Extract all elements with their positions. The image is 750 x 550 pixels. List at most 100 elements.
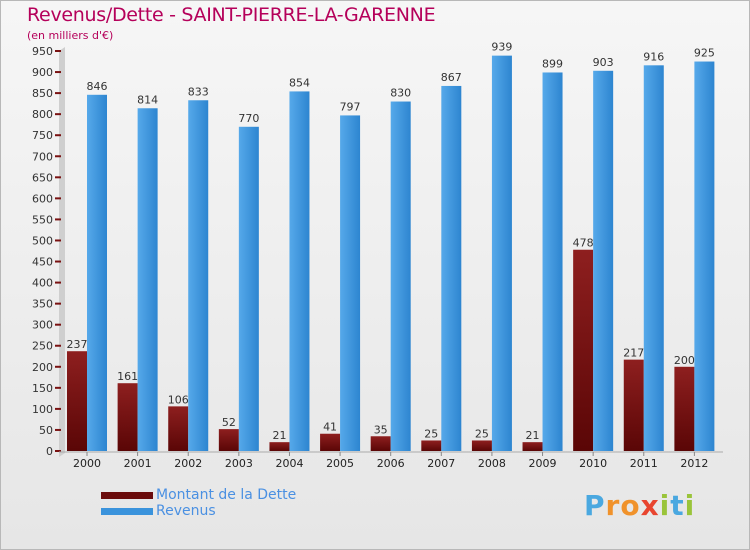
bar-revenue-2012	[694, 61, 715, 452]
bar-debt-2000	[67, 351, 87, 451]
value-label-debt: 161	[117, 370, 138, 383]
value-label-revenue: 846	[87, 80, 108, 93]
x-tick-label: 2002	[174, 457, 202, 470]
x-tick-label: 2004	[275, 457, 303, 470]
chart-subtitle: (en milliers d'€)	[27, 29, 114, 42]
legend: Montant de la Dette Revenus	[101, 487, 296, 519]
bar-revenue-2005	[340, 115, 361, 451]
value-label-revenue: 925	[694, 47, 715, 60]
legend-label-debt: Montant de la Dette	[156, 487, 297, 503]
logo-letter: i	[659, 489, 671, 522]
y-tick-label: 500	[32, 234, 53, 247]
logo-letter: x	[640, 489, 660, 522]
bar-debt-2003	[218, 429, 239, 451]
bar-debt-2001	[117, 383, 138, 451]
y-tick-label: 750	[32, 129, 53, 142]
value-label-revenue: 867	[441, 71, 462, 84]
logo-letter: i	[684, 489, 696, 522]
bar-debt-2009	[522, 442, 543, 451]
bar-revenue-2003	[238, 126, 259, 451]
y-axis-wall	[59, 47, 65, 457]
x-tick-label: 2005	[326, 457, 354, 470]
y-tick-label: 450	[32, 256, 53, 269]
y-tick-label: 150	[32, 382, 53, 395]
bar-debt-2010	[573, 249, 594, 451]
bar-revenue-2001	[137, 108, 158, 452]
value-label-debt: 106	[168, 393, 189, 406]
logo-letter: P	[584, 489, 606, 522]
value-label-debt: 21	[272, 429, 286, 442]
x-tick-label: 2007	[427, 457, 455, 470]
proxiti-logo: Proxiti	[584, 489, 695, 522]
value-label-revenue: 770	[238, 112, 259, 125]
bar-revenue-2000	[87, 94, 107, 451]
bar-debt-2007	[421, 440, 442, 451]
logo-letter: t	[670, 489, 685, 522]
value-label-debt: 200	[674, 354, 695, 367]
bar-debt-2011	[623, 359, 644, 451]
value-label-revenue: 833	[188, 85, 209, 98]
value-label-debt: 237	[67, 338, 88, 351]
x-tick-label: 2003	[225, 457, 253, 470]
value-label-debt: 478	[573, 237, 594, 250]
value-label-debt: 217	[623, 347, 644, 360]
x-tick-label: 2000	[73, 457, 101, 470]
bar-revenue-2007	[441, 85, 462, 452]
logo-letter: o	[620, 489, 641, 522]
y-tick-label: 950	[32, 45, 53, 58]
bar-debt-2005	[320, 433, 341, 451]
x-tick-label: 2009	[529, 457, 557, 470]
value-label-debt: 25	[475, 427, 489, 440]
legend-item-revenue: Revenus	[101, 503, 296, 519]
value-label-revenue: 903	[593, 56, 614, 69]
value-label-debt: 21	[526, 429, 540, 442]
bars: 237 846 161 814 106 833 52 770 21 854 41 797 35 830 25…	[67, 41, 715, 452]
value-label-debt: 35	[374, 423, 388, 436]
logo-letter: r	[605, 489, 621, 522]
bar-revenue-2010	[593, 70, 614, 451]
bar-revenue-2006	[390, 101, 411, 452]
y-tick-label: 250	[32, 340, 53, 353]
legend-swatch-revenue	[101, 507, 153, 515]
legend-item-debt: Montant de la Dette	[101, 487, 296, 503]
legend-swatch-debt	[101, 491, 153, 499]
x-tick-label: 2001	[124, 457, 152, 470]
bar-revenue-2008	[491, 55, 512, 451]
y-tick-label: 850	[32, 87, 53, 100]
y-tick-label: 700	[32, 150, 53, 163]
logo-text: Proxiti	[584, 489, 695, 522]
value-label-debt: 52	[222, 416, 236, 429]
y-tick-label: 350	[32, 298, 53, 311]
x-tick-label: 2012	[680, 457, 708, 470]
y-tick-label: 300	[32, 319, 53, 332]
chart-title: Revenus/Dette - SAINT-PIERRE-LA-GARENNE	[27, 4, 436, 26]
bar-debt-2008	[471, 440, 492, 451]
value-label-debt: 41	[323, 421, 337, 434]
y-tick-label: 400	[32, 277, 53, 290]
value-label-revenue: 830	[390, 87, 411, 100]
y-tick-label: 900	[32, 66, 53, 79]
legend-label-revenue: Revenus	[156, 503, 216, 519]
y-tick-label: 800	[32, 108, 53, 121]
y-tick-label: 650	[32, 171, 53, 184]
y-tick-label: 100	[32, 403, 53, 416]
y-tick-label: 550	[32, 213, 53, 226]
bar-debt-2002	[168, 406, 189, 451]
value-label-revenue: 854	[289, 76, 310, 89]
y-tick-label: 200	[32, 361, 53, 374]
bar-revenue-2002	[188, 100, 209, 452]
value-label-revenue: 814	[137, 93, 158, 106]
bar-debt-2012	[674, 366, 695, 451]
value-label-revenue: 939	[491, 41, 512, 54]
x-axis: 2000 2001 2002 2003 2004 2005 2006 2007 2008 2009…	[59, 451, 723, 470]
value-label-revenue: 899	[542, 57, 563, 70]
bar-revenue-2009	[542, 72, 563, 451]
value-label-revenue: 797	[340, 100, 361, 113]
bar-revenue-2004	[289, 91, 310, 451]
x-tick-label: 2011	[630, 457, 658, 470]
x-tick-label: 2008	[478, 457, 506, 470]
y-tick-label: 600	[32, 192, 53, 205]
y-tick-label: 0	[46, 445, 53, 458]
